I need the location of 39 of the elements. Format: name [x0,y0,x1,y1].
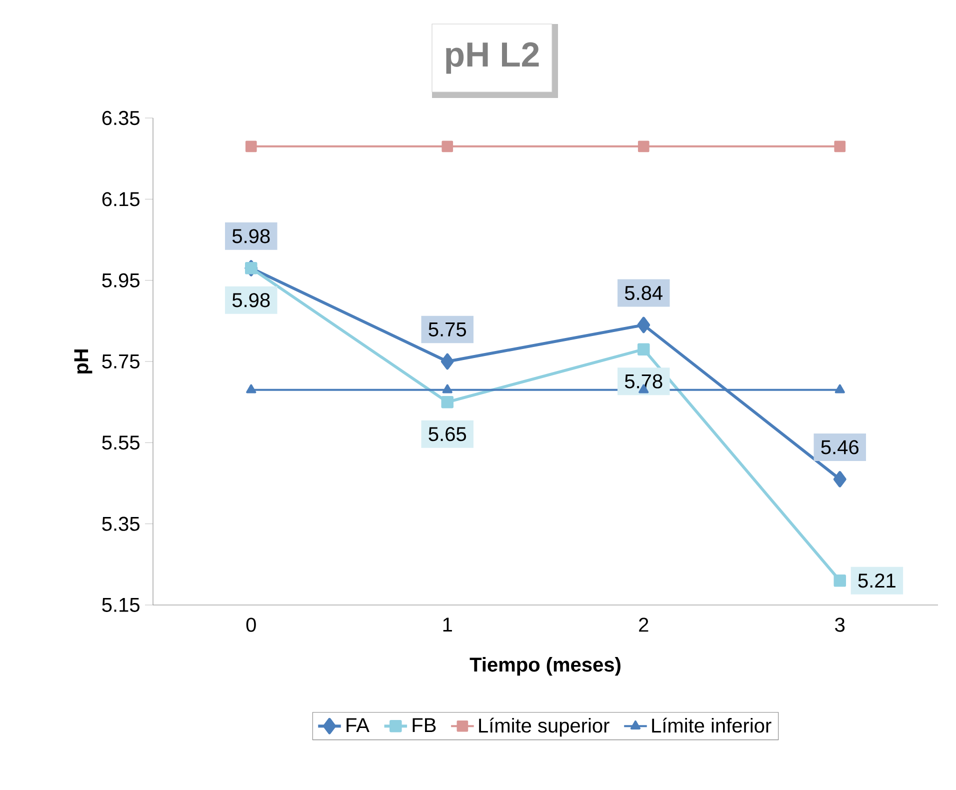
y-tick-label: 6.35 [102,110,140,126]
x-tick-label: 2 [639,618,648,632]
point [834,384,845,394]
legend-label: FA [346,718,370,732]
point [834,140,846,152]
legend-label: Límite superior [479,718,610,737]
point [440,353,454,370]
x-tick-label: 3 [835,618,845,632]
data-label: 5.98 [232,229,270,244]
legend-label: Límite inferior [652,718,772,733]
legend-label: FB [412,718,436,732]
point [246,384,256,394]
data-label: 5.75 [428,322,466,336]
x-axis-title: Tiempo (meses) [470,657,620,676]
data-label: 5.21 [858,574,896,588]
x-tick-label: 0 [246,618,256,632]
y-tick-label: 5.75 [102,354,140,368]
point [442,140,454,152]
point [441,396,454,408]
chart-title: pH L2 [446,42,539,74]
data-label: 5.46 [821,440,858,454]
data-label: 5.84 [624,286,663,300]
point [833,471,846,488]
y-axis-title: pH [74,350,92,374]
point [834,574,846,587]
y-tick-label: 5.35 [102,516,140,531]
point [637,316,650,334]
data-label: 5.78 [624,374,662,388]
y-tick-label: 5.15 [102,598,140,612]
point [442,384,452,394]
point [638,140,650,152]
y-tick-label: 6.15 [102,192,140,206]
point [245,140,257,152]
x-tick-label: 1 [443,618,452,632]
data-label: 5.98 [232,293,270,308]
point [637,343,650,356]
y-tick-label: 5.95 [102,273,140,288]
y-tick-label: 5.55 [102,436,140,450]
data-label: 5.65 [428,427,466,442]
